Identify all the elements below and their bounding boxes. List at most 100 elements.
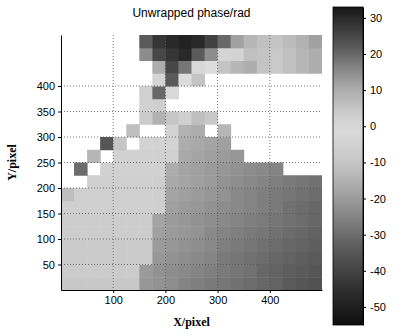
- heatmap-cell: [152, 277, 166, 290]
- heatmap-cell: [178, 265, 192, 278]
- heatmap-cell: [74, 239, 88, 252]
- heatmap-cell: [100, 214, 114, 227]
- heatmap-cell: [205, 214, 219, 227]
- tick-label: 200: [157, 294, 175, 306]
- heatmap-cell: [296, 239, 310, 252]
- heatmap-cell: [152, 214, 166, 227]
- heatmap-cell: [192, 112, 206, 125]
- heatmap-cell: [178, 277, 192, 290]
- tick-label: -50: [370, 301, 386, 313]
- heatmap-cell: [178, 214, 192, 227]
- heatmap-cell: [165, 48, 179, 61]
- tick-mark: [58, 112, 61, 113]
- tick-label: 350: [37, 106, 55, 118]
- heatmap-cell: [152, 201, 166, 214]
- heatmap-cell: [100, 226, 114, 239]
- tick-label: 250: [37, 157, 55, 169]
- heatmap-cell: [61, 252, 75, 265]
- heatmap-cell: [152, 175, 166, 188]
- heatmap-cell: [192, 214, 206, 227]
- heatmap-cell: [244, 201, 258, 214]
- heatmap-cell: [139, 201, 153, 214]
- heatmap-cell: [178, 201, 192, 214]
- grid-line-y: [61, 188, 322, 189]
- heatmap-cell: [231, 239, 245, 252]
- heatmap-cell: [74, 201, 88, 214]
- heatmap-cell: [178, 137, 192, 150]
- grid-line-y: [61, 137, 322, 138]
- heatmap-cell: [61, 201, 75, 214]
- tick-label: 10: [370, 84, 382, 96]
- heatmap-cell: [309, 277, 322, 290]
- heatmap-cell: [87, 201, 101, 214]
- heatmap-cell: [192, 188, 206, 201]
- tick: 50: [43, 259, 61, 271]
- heatmap-cell: [61, 214, 75, 227]
- heatmap-cell: [165, 35, 179, 48]
- heatmap-cell: [309, 61, 322, 74]
- heatmap-cell: [270, 252, 284, 265]
- heatmap-cell: [283, 61, 297, 74]
- tick-label: 300: [209, 294, 227, 306]
- heatmap-cell: [309, 239, 322, 252]
- heatmap-cell: [61, 277, 75, 290]
- heatmap-cell: [165, 73, 179, 86]
- heatmap-cell: [257, 214, 271, 227]
- heatmap-cell: [231, 277, 245, 290]
- grid-line-y: [61, 264, 322, 265]
- grid-line-x: [165, 35, 166, 290]
- heatmap-cell: [100, 137, 114, 150]
- tick: 400: [261, 290, 279, 306]
- heatmap-cell: [152, 188, 166, 201]
- heatmap-cell: [231, 214, 245, 227]
- heatmap-cell: [139, 239, 153, 252]
- heatmap-cell: [74, 214, 88, 227]
- heatmap-cell: [178, 73, 192, 86]
- heatmap-cell: [139, 188, 153, 201]
- tick-label: 200: [37, 182, 55, 194]
- heatmap-cell: [309, 201, 322, 214]
- heatmap-cell: [244, 188, 258, 201]
- heatmap-cell: [113, 239, 127, 252]
- heatmap-cell: [270, 48, 284, 61]
- tick: 300: [37, 131, 61, 143]
- heatmap-cell: [113, 226, 127, 239]
- heatmap-cell: [139, 265, 153, 278]
- heatmap-cell: [192, 175, 206, 188]
- tick-label: 100: [37, 233, 55, 245]
- heatmap-cell: [178, 61, 192, 74]
- tick-label: 300: [37, 131, 55, 143]
- heatmap-cell: [192, 252, 206, 265]
- heatmap-cell: [165, 163, 179, 176]
- heatmap-cell: [87, 175, 101, 188]
- heatmap-cell: [192, 61, 206, 74]
- heatmap-cell: [257, 277, 271, 290]
- tick-mark: [363, 199, 366, 200]
- heatmap-cell: [309, 175, 322, 188]
- heatmap-cell: [87, 150, 101, 163]
- tick-mark: [58, 188, 61, 189]
- tick: 150: [37, 208, 61, 220]
- tick-label: -20: [370, 193, 386, 205]
- heatmap-cell: [178, 150, 192, 163]
- heatmap-cell: [257, 61, 271, 74]
- tick: 250: [37, 157, 61, 169]
- heatmap-cell: [218, 35, 232, 48]
- heatmap-cell: [192, 150, 206, 163]
- heatmap-cell: [257, 201, 271, 214]
- heatmap-cell: [231, 188, 245, 201]
- heatmap-cell: [87, 252, 101, 265]
- axis-line: [363, 8, 364, 326]
- heatmap-cell: [178, 48, 192, 61]
- heatmap-cell: [296, 226, 310, 239]
- heatmap-cell: [139, 86, 153, 99]
- grid-line-y: [61, 162, 322, 163]
- heatmap-cell: [257, 188, 271, 201]
- heatmap-cell: [205, 175, 219, 188]
- heatmap-cell: [74, 252, 88, 265]
- heatmap-cell: [139, 163, 153, 176]
- heatmap-cell: [126, 150, 140, 163]
- heatmap-cell: [61, 226, 75, 239]
- heatmap-cell: [100, 239, 114, 252]
- heatmap-cell: [309, 252, 322, 265]
